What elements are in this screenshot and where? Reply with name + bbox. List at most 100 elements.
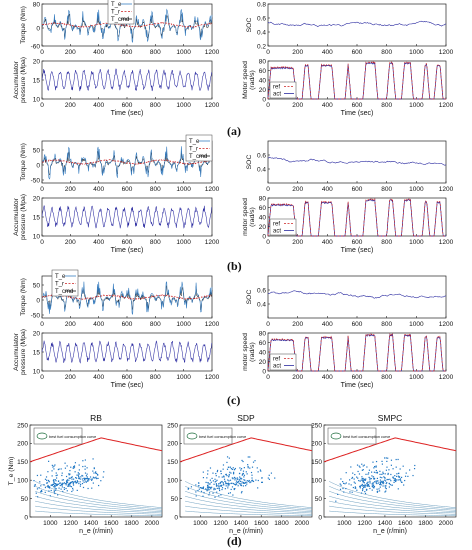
scatter-point xyxy=(211,486,213,488)
scatter-point xyxy=(61,472,63,474)
motor-c-ytick-label: 40 xyxy=(259,349,267,356)
scatter-point xyxy=(226,456,229,458)
scatter-point xyxy=(63,488,66,491)
soc-a-xtick-label: 600 xyxy=(352,49,363,56)
scatter-point xyxy=(384,479,386,481)
scatter-point xyxy=(217,485,219,487)
scatter-point xyxy=(364,486,366,488)
scatter-point xyxy=(380,484,382,486)
scatter-point xyxy=(379,483,382,485)
scatter-point xyxy=(388,482,391,485)
scatter-point xyxy=(218,488,220,490)
scatter-point xyxy=(209,483,211,485)
scatter-point xyxy=(215,480,217,482)
scatter-point xyxy=(214,481,216,483)
scatter-point xyxy=(96,477,98,480)
scatter-point xyxy=(379,476,381,478)
scatter-point xyxy=(362,477,364,480)
motor-c-ytick-label: 20 xyxy=(259,359,267,366)
scatter-point xyxy=(61,483,63,485)
scatter-point xyxy=(374,465,376,468)
scatter-point xyxy=(368,472,370,474)
scatter-point xyxy=(79,481,81,483)
map-0-ytick-label: 0 xyxy=(24,514,28,521)
scatter-point xyxy=(354,473,356,476)
motor-a-xtick-label: 0 xyxy=(266,102,270,109)
map-0-axes: 1000 1200 1400 1600 1800 2000 0 50 100 150 200 250 n… xyxy=(8,413,163,535)
scatter-point xyxy=(244,482,246,484)
soc-c-xtick-label: 800 xyxy=(381,321,392,328)
scatter-point xyxy=(351,477,353,480)
motor-legend-label: ref xyxy=(273,222,280,228)
pressure-b-xtick-label: 1000 xyxy=(176,239,191,246)
scatter-point xyxy=(220,484,222,487)
map-1-ytick-label: 150 xyxy=(167,459,178,466)
map-legend-label: best fuel consumption curve xyxy=(49,435,96,439)
scatter-point xyxy=(95,471,97,473)
scatter-point xyxy=(215,483,217,485)
scatter-point xyxy=(61,484,63,486)
scatter-point xyxy=(98,484,100,487)
scatter-point xyxy=(207,482,209,484)
scatter-point xyxy=(55,489,57,491)
scatter-point xyxy=(51,470,53,472)
scatter-point xyxy=(206,486,209,488)
scatter-point xyxy=(372,485,374,487)
max-torque-curve xyxy=(323,437,457,463)
scatter-point xyxy=(229,492,231,494)
scatter-point xyxy=(228,484,230,486)
scatter-point xyxy=(366,466,368,468)
pressure-b-ytick-label: 10 xyxy=(33,233,41,240)
scatter-point xyxy=(376,472,378,474)
scatter-point xyxy=(230,482,232,485)
map-1-xtick-label: 1000 xyxy=(193,520,208,527)
pressure-c-frame xyxy=(41,332,213,372)
scatter-point xyxy=(72,481,74,483)
scatter-point xyxy=(55,477,58,479)
scatter-point xyxy=(62,479,65,481)
scatter-point xyxy=(373,485,376,488)
torque-b-ytick-label: -50 xyxy=(31,177,41,184)
scatter-point xyxy=(40,489,43,492)
scatter-point xyxy=(44,478,47,480)
scatter-point xyxy=(364,492,367,495)
pressure-b-xtick-label: 0 xyxy=(40,239,44,246)
scatter-point xyxy=(52,483,55,486)
scatter-point xyxy=(53,490,55,492)
scatter-point xyxy=(100,480,102,482)
scatter-point xyxy=(344,483,346,485)
efficiency-contour xyxy=(35,486,163,510)
map-1-axes: 1000 1200 1400 1600 1800 2000 0 50 100 150 200 250 n… xyxy=(167,413,313,535)
scatter-point xyxy=(84,477,86,479)
motor-a-xtick-label: 200 xyxy=(292,102,303,109)
scatter-point xyxy=(83,481,85,483)
pressure-a-xlabel: Time (sec) xyxy=(111,110,144,117)
motor-a-xlabel: Time (sec) xyxy=(341,110,374,117)
scatter-point xyxy=(375,465,377,467)
scatter-point xyxy=(57,483,60,485)
scatter-point xyxy=(226,482,228,485)
scatter-point xyxy=(407,475,409,477)
scatter-point xyxy=(376,477,379,480)
scatter-point xyxy=(52,466,54,468)
scatter-point xyxy=(395,466,397,468)
scatter-point xyxy=(56,484,58,486)
soc-a-xtick-label: 1200 xyxy=(439,49,454,56)
scatter-point xyxy=(245,471,247,473)
scatter-point xyxy=(216,487,218,490)
soc-b-xtick-label: 800 xyxy=(381,186,392,193)
scatter-point xyxy=(274,477,276,479)
map-legend-box xyxy=(33,427,83,445)
scatter-point xyxy=(227,485,229,487)
scatter-point xyxy=(210,487,212,489)
scatter-point xyxy=(231,486,234,488)
scatter-point xyxy=(206,489,208,491)
scatter-point xyxy=(219,481,222,484)
scatter-point xyxy=(361,483,363,486)
scatter-point xyxy=(240,484,242,486)
scatter-point xyxy=(66,490,68,492)
soc-a-ylabel: SOC xyxy=(246,18,253,33)
soc-b-xtick-label: 400 xyxy=(322,186,333,193)
efficiency-contour xyxy=(185,495,313,512)
scatter-point xyxy=(400,481,403,483)
